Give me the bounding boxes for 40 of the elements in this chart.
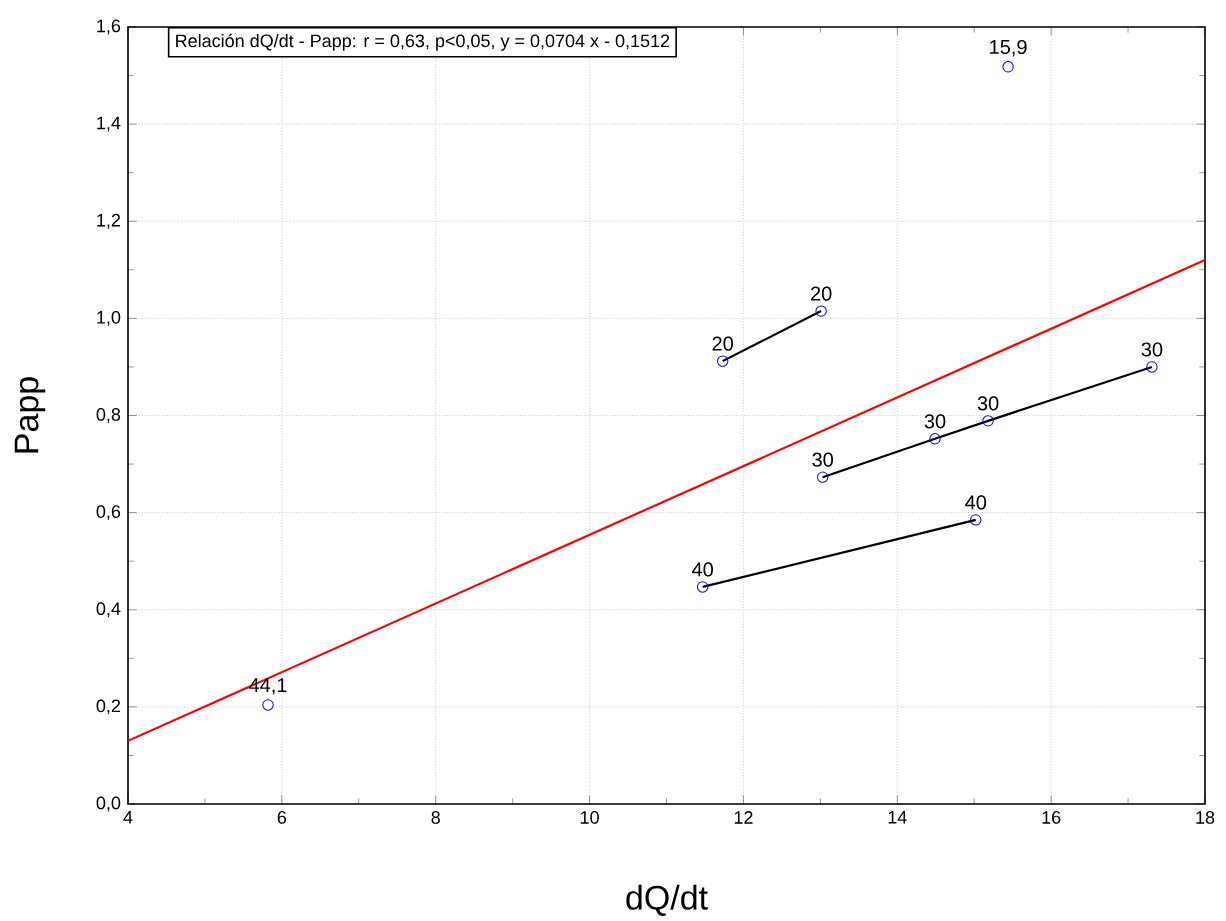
annotation: 30 [977,396,999,411]
annotation: 44,1 [249,678,287,695]
annotation: 30 [1141,342,1163,357]
y-tick-label: 0,4 [96,602,121,618]
x-tick-label: 16 [1042,811,1061,824]
annotation: 20 [712,336,734,351]
x-tick-label: 4 [123,811,133,824]
annotation: Relación dQ/dt - Papp: r = 0,63, p<0,05, y = 0,0704 x - 0,1512 [176,33,670,51]
point [1002,61,1014,73]
annotation: 30 [924,414,946,429]
point [1146,361,1158,373]
point [815,305,827,317]
y-tick-label: 0,8 [96,408,121,423]
x-tick-label: 12 [734,811,753,824]
annotation: 40 [965,495,987,510]
annotation: 30 [812,452,834,467]
y-tick-label: 0,2 [96,699,121,715]
y-tick-label: 1,0 [97,310,121,326]
point [262,699,274,711]
x-tick-label: 10 [580,811,599,824]
point [816,471,829,483]
annotation: 15,9 [990,39,1027,57]
x-tick-label: 14 [888,811,907,824]
y-axis-title: Papp [14,377,46,453]
point [696,581,709,593]
y-tick-label: 1,2 [97,213,121,229]
point [970,514,982,526]
x-axis-title: dQ/dt [626,884,708,916]
x-tick-label: 8 [431,811,440,824]
point [716,355,729,367]
annotation: 40 [692,562,714,577]
point [982,415,994,427]
y-tick-label: 0,0 [96,796,121,812]
y-tick-label: 1,6 [97,19,121,35]
x-tick-label: 18 [1196,811,1215,824]
y-tick-label: 1,4 [97,116,121,132]
point [929,433,941,445]
annotation: 20 [811,286,832,301]
x-tick-label: 6 [277,811,287,824]
y-tick-label: 0,6 [96,505,121,521]
